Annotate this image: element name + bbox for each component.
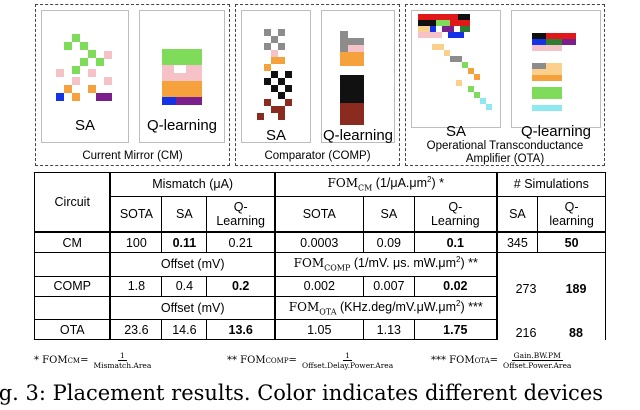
panel-ota: SA Q-learning Operational Transconductan… (405, 4, 605, 166)
ota-sims-ql: 88 (569, 326, 583, 340)
sa-placement-image-ota (411, 10, 501, 128)
cm-ql-grid (162, 49, 202, 105)
header-sota: SOTA (109, 195, 163, 233)
sa-placement-image-cm (41, 10, 129, 143)
cm-ql-label: Q-learning (146, 117, 218, 134)
qlearning-placement-image-ota (511, 10, 601, 128)
footnote-fom-comp: ** FOM COMP = 1 Offset.Delay.Power.Area (227, 351, 394, 370)
cell: 0.1 (413, 231, 498, 254)
qlearning-placement-image-comp (321, 10, 395, 143)
row-ota: OTA 23.6 14.6 13.6 1.05 1.13 1.75 (34, 319, 606, 341)
header-row-2: SOTA SA Q-Learning SOTA SA Q-Learning SA… (35, 195, 606, 233)
panel-current-mirror: SA Q-learning Current Mirror (CM) (35, 4, 230, 166)
header-fom-ota: FOMOTA (KHz.deg/mV.μW.μm2) *** (273, 295, 498, 321)
ota-panel-caption-1: Operational Transconductance (426, 140, 584, 152)
blank-cell (495, 296, 606, 340)
cm-sa-grid (56, 34, 112, 101)
ota-sims-sa: 216 (515, 326, 537, 340)
blank-cell (495, 252, 606, 297)
header-simulations: # Simulations (495, 172, 606, 197)
qlearning-placement-image-cm (139, 10, 225, 143)
ota-panel-caption-2: Amplifier (OTA) (465, 153, 545, 165)
cell: 0.02 (413, 275, 498, 297)
header-fom-comp: FOMCOMP (1/mV. μs. mW.μm2) ** (273, 252, 498, 277)
cell: 0.09 (362, 231, 416, 254)
comp-ql-grid (340, 31, 364, 125)
cell: 0.0003 (273, 231, 364, 254)
header-sa-fom: SA (362, 195, 416, 233)
cell: 1.05 (273, 319, 364, 341)
header-circuit: Circuit (34, 172, 111, 233)
row-comp: COMP 1.8 0.4 0.2 0.002 0.007 0.02 (34, 275, 606, 297)
blank-cell (34, 252, 111, 277)
cm-sa-label: SA (74, 117, 95, 134)
blank-cell (34, 295, 111, 321)
header-fom-cm: FOMCM (1/μA.μm2) * (273, 172, 498, 197)
cell: 0.4 (161, 275, 208, 297)
header-offset-comp: Offset (mV) (109, 252, 276, 277)
cm-panel-caption: Current Mirror (CM) (82, 150, 183, 162)
header-sa-sims: SA (495, 195, 539, 233)
header-sa: SA (161, 195, 208, 233)
header-mismatch: Mismatch (μA) (109, 172, 276, 197)
row-cm-name: CM (34, 231, 111, 254)
header-sota-fom: SOTA (273, 195, 364, 233)
header-qlearning: Q-Learning (206, 195, 276, 233)
comp-sa-label: SA (265, 127, 286, 144)
comp-sa-grid (257, 29, 292, 120)
header-qlearning-sims: Q-learning (537, 195, 606, 233)
panel-comparator: SA Q-learning Comparator (COMP) (235, 4, 400, 166)
cell: 13.6 (206, 319, 276, 341)
sa-placement-image-comp (241, 10, 311, 143)
figure-caption: ig. 3: Placement results. Color indicate… (0, 381, 604, 405)
cell: 23.6 (109, 319, 163, 341)
cell: 0.21 (206, 231, 276, 254)
row-cm: CM 100 0.11 0.21 0.0003 0.09 0.1 345 50 (34, 231, 606, 254)
row-ota-name: OTA (34, 319, 111, 341)
comp-sims-sa: 273 (515, 282, 537, 296)
ota-sa-label: SA (445, 123, 466, 140)
results-table: Circuit Mismatch (μA) FOMCM (1/μA.μm2) *… (34, 172, 606, 341)
comp-ql-label: Q-learning (322, 127, 394, 144)
cell: 1.13 (362, 319, 416, 341)
cell: 100 (109, 231, 163, 254)
cell: 0.002 (273, 275, 364, 297)
header-qlearning-fom: Q-Learning (413, 195, 498, 233)
cell: 0.11 (161, 231, 208, 254)
header-row-1: Circuit Mismatch (μA) FOMCM (1/μA.μm2) *… (34, 172, 606, 233)
ota-ql-label: Q-learning (520, 123, 592, 140)
cell: 0.007 (362, 275, 416, 297)
cell: 1.75 (413, 319, 498, 341)
ota-ql-grid (532, 33, 576, 111)
cell: 345 (495, 231, 539, 254)
cell: 1.8 (109, 275, 163, 297)
comp-header-row: Offset (mV) FOMCOMP (1/mV. μs. mW.μm2) *… (34, 252, 606, 297)
row-comp-name: COMP (34, 275, 111, 297)
cell: 14.6 (161, 319, 208, 341)
cell: 50 (537, 231, 606, 254)
cell: 0.2 (206, 275, 276, 297)
comp-panel-caption: Comparator (COMP) (264, 150, 371, 162)
ota-header-row: Offset (mV) FOMOTA (KHz.deg/mV.μW.μm2) *… (34, 295, 606, 340)
header-offset-ota: Offset (mV) (109, 295, 276, 321)
ota-sa-grid (418, 14, 492, 110)
comp-sims-ql: 189 (565, 282, 587, 296)
footnote-fom-cm: * FOM CM = 1 Mismatch.Area (34, 351, 152, 370)
footnote-fom-ota: *** FOM OTA = Gain.BW.PM Offset.Power.Area (431, 351, 572, 370)
